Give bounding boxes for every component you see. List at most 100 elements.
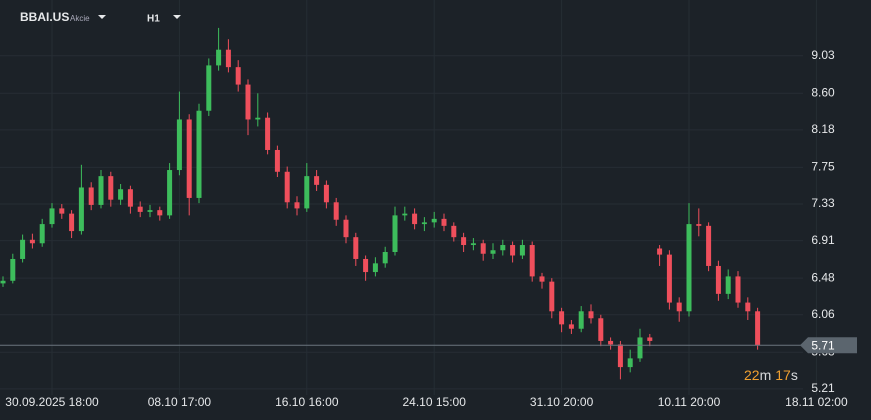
candle-body: [559, 311, 565, 325]
y-tick-label: 7.33: [811, 196, 835, 210]
candle-body: [118, 189, 124, 200]
candle-body: [441, 218, 447, 226]
candle-body: [470, 243, 476, 246]
candle-body: [216, 49, 222, 66]
candle-body: [314, 176, 320, 185]
candle-body: [255, 117, 261, 120]
candle-body: [78, 187, 84, 232]
candle-body: [274, 149, 280, 172]
last-price-tag: [800, 337, 857, 354]
candle-body: [304, 176, 310, 209]
candle-body: [412, 213, 418, 225]
candle-body: [529, 245, 535, 277]
candle-body: [392, 215, 398, 252]
candle-body: [88, 187, 94, 205]
grid: [0, 0, 817, 395]
candle-body: [735, 276, 741, 303]
candle-body: [725, 276, 731, 294]
countdown-part: s: [791, 367, 798, 383]
candle-body: [382, 251, 388, 264]
dropdown-arrow[interactable]: [98, 15, 106, 19]
candle-body: [676, 302, 682, 312]
candle-body: [480, 243, 486, 254]
candle-body: [686, 224, 692, 312]
candle-body: [147, 210, 153, 212]
y-tick-label: 8.18: [811, 122, 835, 136]
y-tick-label: 7.75: [811, 160, 835, 174]
candle-body: [431, 218, 437, 223]
candle-body: [323, 184, 329, 203]
timeframe-selector[interactable]: H1: [147, 14, 181, 25]
candle-body: [637, 337, 643, 359]
candle-body: [539, 276, 545, 282]
candle-body: [421, 222, 427, 225]
candle-body: [588, 311, 594, 319]
x-tick-label: 08.10 17:00: [148, 395, 212, 409]
candle-body: [666, 254, 672, 303]
candle-body: [39, 224, 45, 244]
candle-body: [265, 117, 271, 150]
x-tick-label: 10.11 20:00: [658, 395, 721, 409]
candle-body: [225, 49, 231, 68]
candle-body: [127, 189, 133, 207]
candle-body: [137, 206, 143, 212]
candle-body: [372, 263, 378, 273]
y-tick-label: 5.21: [811, 381, 835, 395]
candle-body: [69, 213, 75, 232]
candle-body: [608, 340, 614, 345]
y-tick-label: 8.60: [811, 85, 835, 99]
candle-body: [617, 344, 623, 368]
last-price-label: 5.71: [811, 338, 835, 352]
candle-body: [284, 171, 290, 203]
symbol[interactable]: BBAI.US: [20, 10, 69, 24]
candle-body: [235, 67, 241, 85]
candle-body: [549, 281, 555, 312]
candle-body: [402, 213, 408, 216]
candle-body: [627, 358, 633, 368]
candle-body: [186, 119, 192, 198]
symbol-selector[interactable]: BBAI.US Akcie: [20, 10, 106, 24]
candle-body: [715, 265, 721, 294]
candle-body: [461, 237, 467, 246]
candle-body: [568, 324, 574, 329]
candle-body: [647, 337, 653, 341]
y-tick-label: 6.06: [811, 307, 835, 321]
candle-body: [343, 219, 349, 238]
candle-body: [657, 248, 663, 255]
candle-body: [0, 280, 6, 284]
candle-body: [598, 318, 604, 341]
y-tick-label: 6.48: [811, 270, 835, 284]
candle-body: [108, 176, 114, 200]
candle-body: [696, 224, 702, 226]
candles: [0, 27, 761, 380]
candle-body: [490, 250, 496, 254]
countdown-part: 22: [744, 367, 760, 383]
candle-body: [196, 110, 202, 198]
candle-body: [10, 258, 16, 281]
timeframe[interactable]: H1: [147, 14, 160, 25]
countdown: 22m 17s: [744, 367, 798, 383]
x-tick-label: 16.10 16:00: [275, 395, 339, 409]
candle-body: [20, 239, 26, 259]
candle-body: [206, 65, 212, 111]
y-tick-label: 9.03: [811, 48, 835, 62]
x-tick-label: 24.10 15:00: [402, 395, 466, 409]
candle-body: [578, 311, 584, 329]
candle-body: [353, 237, 359, 259]
countdown-part: 17: [775, 367, 791, 383]
candle-body: [49, 208, 55, 225]
candle-body: [745, 302, 751, 312]
candle-body: [245, 84, 251, 120]
candle-body: [519, 245, 525, 256]
y-tick-label: 6.91: [811, 233, 835, 247]
candle-body: [157, 210, 163, 216]
asset-type: Akcie: [70, 14, 90, 23]
candle-body: [59, 208, 65, 214]
candle-body: [363, 258, 369, 273]
dropdown-arrow[interactable]: [173, 15, 181, 19]
candle-body: [451, 225, 457, 238]
candle-body: [755, 311, 761, 346]
